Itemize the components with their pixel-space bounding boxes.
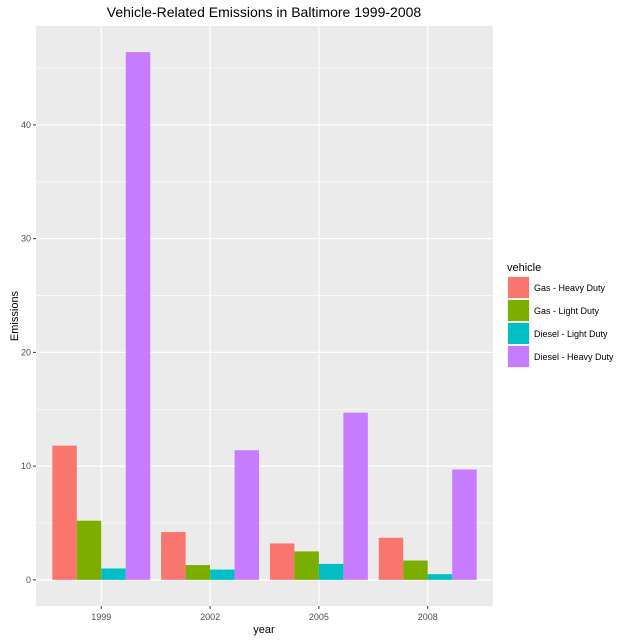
chart-title: Vehicle-Related Emissions in Baltimore 1… xyxy=(107,4,422,20)
x-tick-label: 2005 xyxy=(309,612,329,622)
y-axis-title: Emissions xyxy=(9,290,21,341)
bar-2008-1 xyxy=(403,560,428,580)
x-axis: 1999 2002 2005 2008 xyxy=(91,606,438,622)
bar-2002-0 xyxy=(161,532,186,580)
y-tick-label: 0 xyxy=(26,575,31,585)
bar-2005-0 xyxy=(269,543,295,580)
legend-title: vehicle xyxy=(507,262,541,274)
bar-2002-3 xyxy=(234,450,260,580)
legend-items: Gas - Heavy Duty Gas - Light Duty Diesel -… xyxy=(507,276,614,368)
plot-panel xyxy=(36,26,493,606)
x-axis-title: year xyxy=(253,624,275,636)
bar-2002-1 xyxy=(185,565,211,580)
x-tick-label: 2008 xyxy=(418,612,438,622)
y-tick-label: 30 xyxy=(21,234,31,244)
y-tick-label: 20 xyxy=(21,347,31,357)
legend-label: Diesel - Light Duty xyxy=(534,329,608,339)
y-tick-label: 40 xyxy=(21,120,31,130)
legend-label: Gas - Heavy Duty xyxy=(534,283,606,293)
bar-1999-1 xyxy=(76,520,102,580)
bars-group xyxy=(52,52,477,580)
bar-2008-3 xyxy=(452,469,477,580)
y-tick-label: 10 xyxy=(21,461,31,471)
bar-1999-2 xyxy=(101,568,126,580)
legend-swatch xyxy=(508,346,529,367)
x-tick-label: 2002 xyxy=(200,612,220,622)
legend-swatch xyxy=(508,300,529,321)
x-tick-label: 1999 xyxy=(91,612,111,622)
bar-2005-3 xyxy=(343,412,368,580)
legend-label: Gas - Light Duty xyxy=(534,306,600,316)
bar-1999-3 xyxy=(125,52,151,580)
bar-2005-2 xyxy=(318,563,344,580)
y-axis: 0 10 20 30 40 xyxy=(21,120,36,585)
legend-label: Diesel - Heavy Duty xyxy=(534,352,614,362)
legend-swatch xyxy=(508,323,529,344)
bar-2008-0 xyxy=(378,537,404,580)
legend-swatch xyxy=(508,277,529,298)
bar-2002-2 xyxy=(210,569,235,580)
bar-1999-0 xyxy=(52,445,77,580)
bar-2008-2 xyxy=(427,574,453,580)
legend: vehicle Gas - Heavy Duty Gas - Light Duty… xyxy=(507,262,614,368)
bar-2005-1 xyxy=(294,551,319,580)
